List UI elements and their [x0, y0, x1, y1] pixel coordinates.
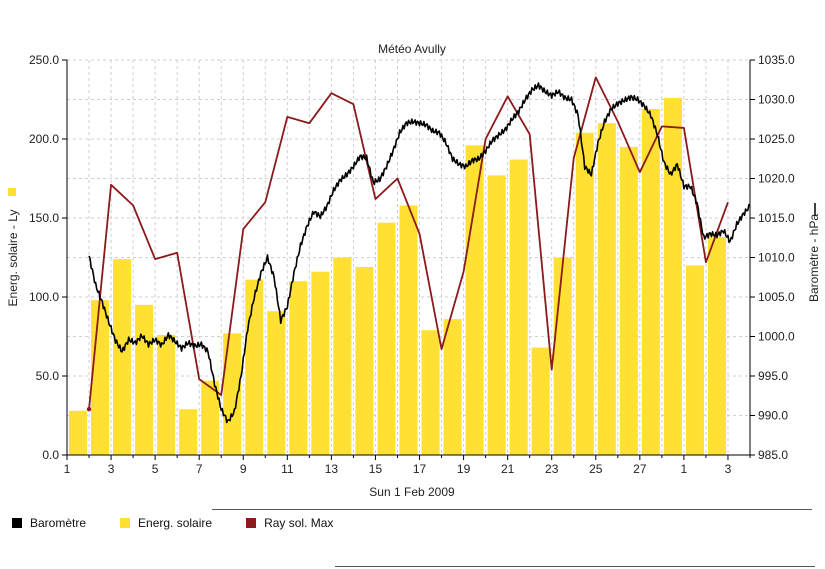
y-right-tick-label: 1015.0 — [758, 211, 795, 225]
tick-labels: 0.0 50.0 100.0 150.0 200.0 250.0 985.0 990.0 995… — [29, 53, 795, 476]
x-tick-label: 19 — [457, 462, 471, 476]
y-axis-left-swatch — [8, 188, 16, 196]
bar — [311, 271, 330, 455]
y-right-tick-label: 1035.0 — [758, 53, 795, 67]
bar — [113, 259, 132, 455]
legend-item-energie: Energ. solaire — [120, 516, 212, 530]
x-tick-label: 27 — [633, 462, 647, 476]
bar — [465, 145, 484, 455]
x-tick-label: 1 — [64, 462, 71, 476]
bar — [289, 281, 308, 455]
y-axis-right-label: Baromètre - hPa — [807, 214, 821, 302]
bar — [399, 205, 418, 455]
legend-label-raysol: Ray sol. Max — [264, 516, 334, 530]
legend-item-raysol: Ray sol. Max — [246, 516, 333, 530]
legend-swatch-raysol — [246, 518, 257, 528]
bar — [619, 146, 638, 455]
bar — [157, 334, 176, 455]
line-series — [86, 76, 751, 424]
y-right-tick-label: 1005.0 — [758, 290, 795, 304]
y-left-tick-label: 250.0 — [29, 53, 59, 67]
x-tick-label: 11 — [281, 462, 294, 476]
x-tick-label: 21 — [501, 462, 515, 476]
bar — [443, 319, 462, 455]
bar — [333, 257, 352, 455]
x-tick-label: 5 — [152, 462, 159, 476]
x-tick-label: 25 — [589, 462, 603, 476]
bar — [509, 159, 528, 456]
legend-item-barometre: Baromètre — [12, 516, 86, 530]
y-left-tick-label: 100.0 — [29, 290, 59, 304]
axes — [62, 59, 755, 460]
y-right-tick-label: 1000.0 — [758, 330, 795, 344]
bar — [179, 409, 198, 455]
bar — [641, 108, 660, 455]
bar — [685, 265, 704, 455]
y-left-tick-label: 150.0 — [29, 211, 59, 225]
bar — [663, 97, 682, 456]
bar — [531, 347, 550, 455]
legend: Baromètre Energ. solaire Ray sol. Max — [12, 514, 367, 532]
legend-swatch-barometre — [12, 518, 22, 528]
x-tick-label: 3 — [725, 462, 732, 476]
bar — [553, 257, 572, 455]
bar — [267, 311, 286, 455]
y-right-tick-label: 995.0 — [758, 369, 788, 383]
bar — [135, 304, 154, 455]
x-tick-label: 9 — [240, 462, 247, 476]
series-line-barometre — [88, 82, 751, 424]
y-left-tick-label: 0.0 — [42, 448, 59, 462]
bar — [707, 236, 726, 455]
bar — [91, 300, 110, 455]
bar — [355, 266, 374, 455]
y-right-tick-label: 1020.0 — [758, 172, 795, 186]
bar — [245, 279, 264, 455]
x-tick-label: 23 — [545, 462, 559, 476]
divider-bottom — [335, 566, 815, 567]
bar — [487, 175, 506, 455]
x-tick-label: 13 — [325, 462, 339, 476]
x-tick-label: 3 — [108, 462, 115, 476]
chart-title: Météo Avully — [378, 42, 446, 56]
legend-label-energie: Energ. solaire — [138, 516, 213, 530]
bar — [68, 410, 88, 455]
bar — [575, 132, 594, 455]
x-tick-label: 17 — [413, 462, 427, 476]
y-left-tick-label: 200.0 — [29, 132, 59, 146]
bar — [421, 330, 440, 455]
legend-label-barometre: Baromètre — [30, 516, 87, 530]
bar — [223, 333, 242, 455]
x-tick-label: 7 — [196, 462, 203, 476]
divider-top — [212, 509, 812, 510]
y-right-tick-label: 1025.0 — [758, 132, 795, 146]
bar — [377, 222, 396, 455]
y-left-tick-label: 50.0 — [36, 369, 60, 383]
series-marker-ray-sol-max — [86, 406, 92, 412]
y-right-tick-label: 985.0 — [758, 448, 788, 462]
y-axis-left-label: Energ. solaire - Ly — [6, 210, 20, 307]
y-right-tick-label: 1010.0 — [758, 251, 795, 265]
bar — [597, 123, 616, 455]
bar — [201, 380, 220, 455]
series-line-ray-sol-max — [88, 76, 729, 410]
x-tick-label: 1 — [681, 462, 688, 476]
x-tick-label: 15 — [369, 462, 383, 476]
x-axis-label: Sun 1 Feb 2009 — [369, 485, 455, 499]
y-right-tick-label: 1030.0 — [758, 93, 795, 107]
y-right-tick-label: 990.0 — [758, 409, 788, 423]
legend-swatch-energie — [120, 518, 131, 528]
